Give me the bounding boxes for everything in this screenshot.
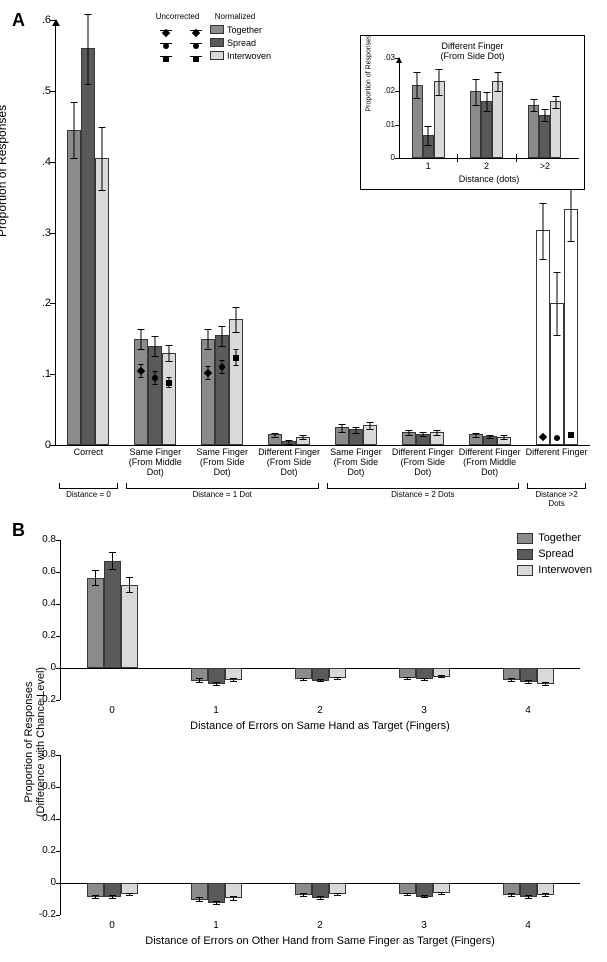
xlabel: Different Finger xyxy=(525,448,588,458)
norm-marker xyxy=(219,364,225,370)
norm-marker xyxy=(568,432,574,438)
panel-b-sub2: -0.200.20.40.60.8 0 xyxy=(60,755,580,915)
bar xyxy=(95,158,109,445)
inset-title: Different Finger (From Side Dot) xyxy=(440,41,504,61)
bar xyxy=(296,437,310,446)
bar xyxy=(134,339,148,445)
bar xyxy=(550,303,564,445)
xtick-b: 4 xyxy=(518,920,538,931)
bar xyxy=(402,432,416,445)
inset-xlabel: 2 xyxy=(472,161,502,171)
bar xyxy=(282,441,296,445)
inset-xtitle: Distance (dots) xyxy=(399,174,579,184)
panel-b-ytitle: Proportion of Responses(Difference with … xyxy=(23,652,47,832)
bar xyxy=(201,339,215,445)
bracket xyxy=(59,483,118,489)
xlabel: Same Finger (From Side Dot) xyxy=(191,448,254,478)
inset-xlabel: >2 xyxy=(530,161,560,171)
inset-bar xyxy=(423,135,434,158)
inset-bar xyxy=(481,101,492,158)
xlabel: Same Finger (From Middle Dot) xyxy=(124,448,187,478)
bar xyxy=(416,434,430,445)
norm-marker xyxy=(554,435,560,441)
inset-bar xyxy=(492,81,503,158)
inset-xaxis xyxy=(399,158,579,159)
legend-row: Together xyxy=(150,23,271,36)
panel-b-xtitle1: Distance of Errors on Same Hand as Targe… xyxy=(60,720,580,732)
panel-b-xtitle2: Distance of Errors on Other Hand from Sa… xyxy=(60,935,580,947)
inset-bar xyxy=(470,91,481,158)
bracket-label: Distance = 1 Dot xyxy=(126,490,319,499)
inset-ytitle: Proportion of Responses xyxy=(366,34,373,111)
norm-marker xyxy=(152,375,158,381)
panel-a: A Proportion of Responses 0 .1 .2 .3 .4 … xyxy=(0,0,607,495)
xtick-b: 3 xyxy=(414,920,434,931)
bar-b xyxy=(104,561,121,668)
bracket-label: Distance >2 Dots xyxy=(527,490,586,508)
bar xyxy=(67,130,81,445)
bar xyxy=(349,429,363,445)
panel-a-legend: Uncorrected Normalized Together Spread I… xyxy=(150,10,271,62)
panel-a-ytitle: Proportion of Responses xyxy=(0,105,9,237)
panel-a-inset: Different Finger (From Side Dot) Proport… xyxy=(360,35,585,190)
bar xyxy=(162,353,176,445)
xlabel: Correct xyxy=(57,448,120,458)
norm-marker xyxy=(166,380,172,386)
inset-xlabel: 1 xyxy=(413,161,443,171)
inset-bar xyxy=(412,85,423,158)
bar xyxy=(229,319,243,445)
bracket-label: Distance = 0 xyxy=(59,490,118,499)
bar xyxy=(536,230,550,445)
xtick-b: 2 xyxy=(310,705,330,716)
xlabel: Different Finger (From Side Dot) xyxy=(391,448,454,478)
xtick-b: 2 xyxy=(310,920,330,931)
panel-b-sub1: -0.200.20.40.60.8 0 xyxy=(60,540,580,700)
bar xyxy=(483,436,497,445)
xtick-b: 0 xyxy=(102,705,122,716)
legend-row: Interwoven xyxy=(150,49,271,62)
norm-marker xyxy=(233,355,239,361)
inset-yaxis xyxy=(399,58,400,158)
bar xyxy=(268,434,282,445)
bar xyxy=(215,335,229,445)
xlabel: Same Finger (From Side Dot) xyxy=(325,448,388,478)
inset-bar xyxy=(550,101,561,158)
bar-b xyxy=(87,578,104,668)
xtick-b: 4 xyxy=(518,705,538,716)
xtick-b: 3 xyxy=(414,705,434,716)
bar xyxy=(148,346,162,445)
bracket-label: Distance = 2 Dots xyxy=(327,490,520,499)
subB-yaxis xyxy=(60,755,61,915)
bar xyxy=(564,209,578,445)
xtick-b: 1 xyxy=(206,705,226,716)
panel-a-yaxis xyxy=(55,20,56,445)
bar xyxy=(363,425,377,445)
panel-b-label: B xyxy=(12,520,25,541)
legend-row: Spread xyxy=(150,36,271,49)
xlabel: Different Finger (From Side Dot) xyxy=(258,448,321,478)
subB-yaxis xyxy=(60,540,61,700)
xtick-b: 1 xyxy=(206,920,226,931)
bar xyxy=(81,48,95,445)
panel-b: B TogetherSpreadInterwoven Proportion of… xyxy=(0,520,607,960)
inset-bar xyxy=(539,115,550,158)
bar xyxy=(469,434,483,445)
bar xyxy=(430,432,444,445)
panel-a-xaxis xyxy=(55,445,590,446)
bar-b xyxy=(121,585,138,668)
bracket xyxy=(527,483,586,489)
bar xyxy=(335,427,349,445)
bar xyxy=(497,437,511,446)
xtick-b: 0 xyxy=(102,920,122,931)
inset-bar xyxy=(434,81,445,158)
inset-bar xyxy=(528,105,539,158)
bracket xyxy=(126,483,319,489)
xlabel: Different Finger (From Middle Dot) xyxy=(458,448,521,478)
bracket xyxy=(327,483,520,489)
